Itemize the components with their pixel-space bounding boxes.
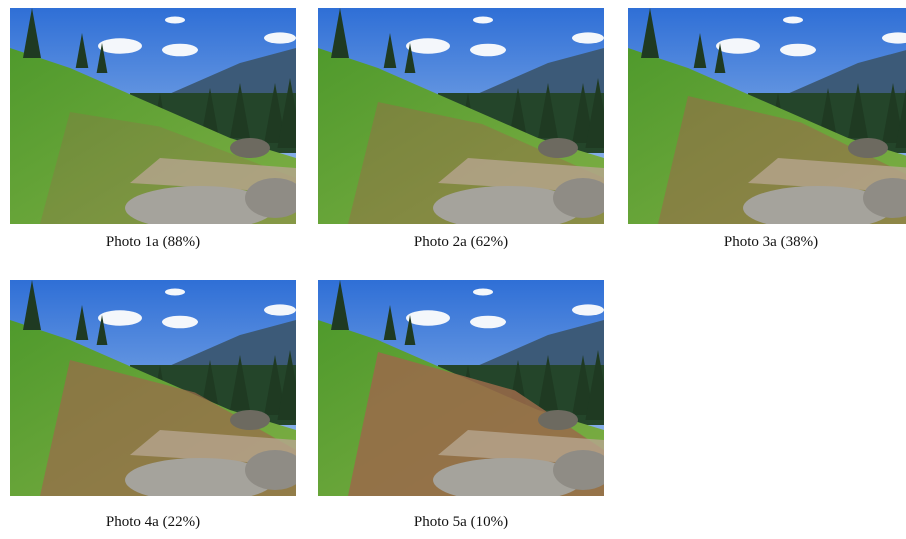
tree xyxy=(96,315,108,345)
boulder xyxy=(743,186,893,224)
tree xyxy=(277,78,296,148)
tree xyxy=(277,350,296,420)
boulder xyxy=(245,450,296,490)
cloud xyxy=(470,315,506,329)
tree xyxy=(201,360,219,410)
photo-content xyxy=(318,280,604,496)
cloud xyxy=(98,38,142,54)
cloud xyxy=(473,288,493,296)
tree xyxy=(23,280,41,330)
photo-content xyxy=(10,280,296,496)
tree xyxy=(572,83,594,143)
tree xyxy=(509,88,527,138)
tree xyxy=(882,83,904,143)
cloud xyxy=(473,16,493,24)
cloud xyxy=(264,32,296,44)
photo-caption: Photo 5a (10%) xyxy=(414,514,508,530)
tree xyxy=(75,305,89,340)
cloud xyxy=(162,43,198,57)
tree xyxy=(230,355,250,410)
tree xyxy=(641,8,659,58)
tree xyxy=(404,315,416,345)
photo xyxy=(10,280,296,496)
cloud xyxy=(264,304,296,316)
boulder xyxy=(125,458,275,496)
trail xyxy=(748,158,906,193)
tree xyxy=(230,83,250,138)
tree xyxy=(585,350,604,420)
cloud xyxy=(780,43,816,57)
cloud xyxy=(98,310,142,326)
boulder xyxy=(538,138,578,158)
boulder xyxy=(230,410,270,430)
cloud xyxy=(572,32,604,44)
tree xyxy=(538,83,558,138)
tree xyxy=(538,355,558,410)
boulder xyxy=(125,186,275,224)
tree xyxy=(331,280,349,330)
photo-content xyxy=(318,8,604,224)
cloud xyxy=(470,43,506,57)
tree xyxy=(404,43,416,73)
cloud xyxy=(162,315,198,329)
tree xyxy=(96,43,108,73)
tree xyxy=(383,305,397,340)
boulder xyxy=(553,178,604,218)
boulder xyxy=(230,138,270,158)
tree xyxy=(264,355,286,415)
photo-caption: Photo 3a (38%) xyxy=(724,234,818,250)
tree xyxy=(848,83,868,138)
boulder xyxy=(433,186,583,224)
tree xyxy=(201,88,219,138)
photo-caption: Photo 1a (88%) xyxy=(106,234,200,250)
tree xyxy=(383,33,397,68)
boulder xyxy=(553,450,604,490)
tree xyxy=(819,88,837,138)
cloud xyxy=(165,288,185,296)
photo xyxy=(318,280,604,496)
photo xyxy=(628,8,906,224)
tree xyxy=(714,43,726,73)
cloud xyxy=(406,38,450,54)
boulder xyxy=(433,458,583,496)
cloud xyxy=(783,16,803,24)
boulder xyxy=(863,178,906,218)
cloud xyxy=(406,310,450,326)
photo xyxy=(10,8,296,224)
cloud xyxy=(882,32,906,44)
cloud xyxy=(572,304,604,316)
photo-caption: Photo 2a (62%) xyxy=(414,234,508,250)
tree xyxy=(585,78,604,148)
tree xyxy=(23,8,41,58)
cloud xyxy=(716,38,760,54)
tree xyxy=(75,33,89,68)
photo xyxy=(318,8,604,224)
tree xyxy=(264,83,286,143)
tree xyxy=(331,8,349,58)
boulder xyxy=(245,178,296,218)
photo-content xyxy=(10,8,296,224)
photo-content xyxy=(628,8,906,224)
cloud xyxy=(165,16,185,24)
tree xyxy=(693,33,707,68)
boulder xyxy=(538,410,578,430)
photo-caption: Photo 4a (22%) xyxy=(106,514,200,530)
tree xyxy=(572,355,594,415)
boulder xyxy=(848,138,888,158)
